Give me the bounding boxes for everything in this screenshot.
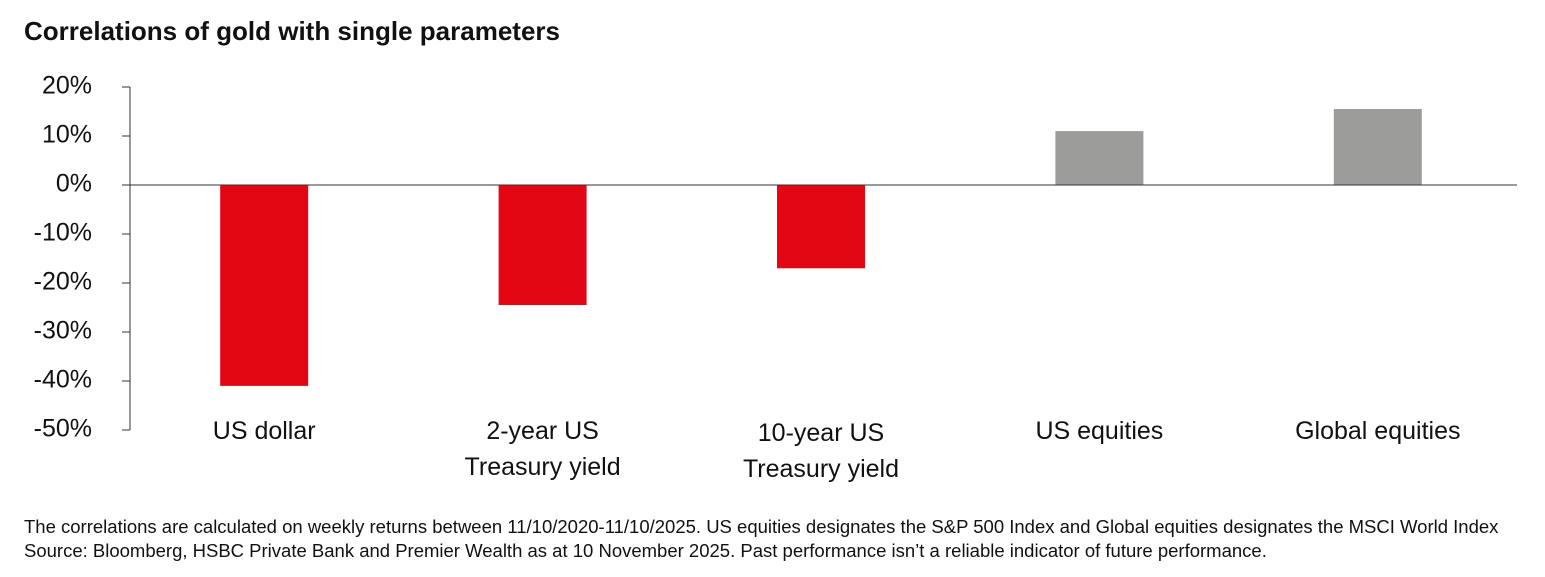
y-tick-label: 10% [42, 121, 92, 149]
y-tick-label: 0% [56, 170, 92, 198]
bar [498, 185, 587, 306]
x-tick-label: US dollar [212, 417, 316, 445]
bar [1333, 109, 1422, 185]
y-tick-label: -30% [34, 317, 92, 345]
y-tick-label: -40% [34, 366, 92, 394]
footnote: The correlations are calculated on weekl… [24, 516, 1499, 561]
x-tick-label: 2-year US Treasury yield [464, 417, 621, 481]
bar [1055, 131, 1144, 185]
bar [777, 185, 865, 269]
x-tick-label: Global equities [1295, 417, 1461, 445]
y-tick-label: -20% [34, 268, 92, 296]
x-tick-label: 10-year US Treasury yield [742, 419, 900, 483]
x-tick-label: US equities [1035, 417, 1164, 445]
y-tick-label: 20% [42, 72, 92, 100]
bar [220, 185, 309, 386]
y-tick-label: -50% [34, 415, 92, 443]
chart-title: Correlations of gold with single paramet… [24, 16, 560, 46]
y-tick-label: -10% [34, 219, 92, 247]
